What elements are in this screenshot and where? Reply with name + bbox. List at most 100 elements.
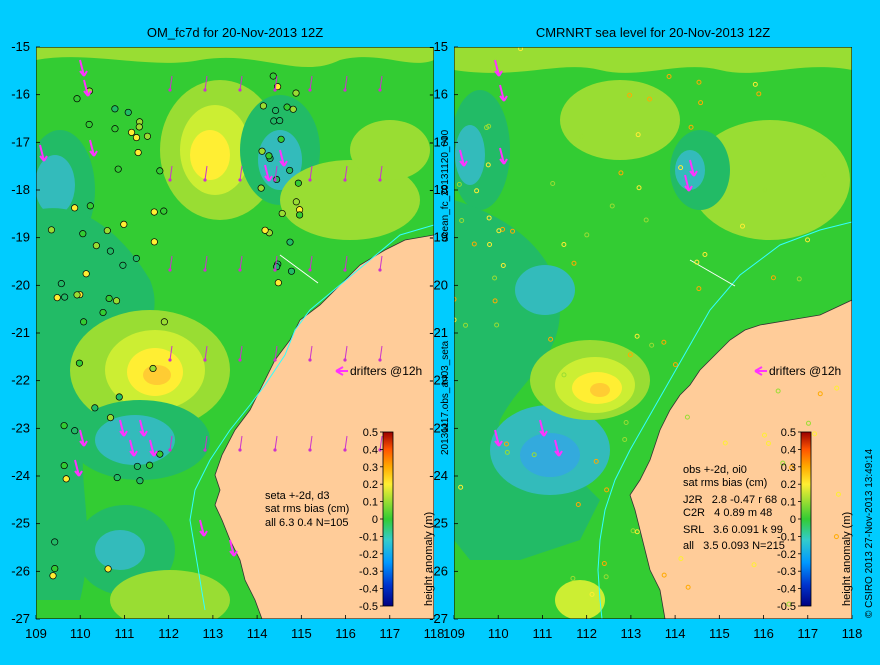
y-tick-label: -15 [11, 39, 30, 54]
drifter-vector [74, 459, 83, 477]
obs-point [789, 465, 795, 471]
colorbar-tick-label: 0.5 [781, 427, 796, 439]
drifter-vector [494, 59, 503, 77]
obs-point [643, 217, 649, 223]
obs-point [486, 215, 492, 221]
right-stats-line: sat rms bias (cm) [683, 477, 767, 489]
current-vector-origin [238, 448, 242, 452]
colorbar-tick-label: -0.3 [777, 566, 796, 578]
obs-point [618, 170, 624, 176]
obs-point [627, 92, 633, 98]
obs-point [53, 294, 61, 302]
obs-point [106, 414, 115, 422]
current-vector [204, 255, 208, 271]
left-cyan-contour [189, 224, 434, 611]
y-tick-label: -17 [11, 134, 30, 149]
y-tick-label: -21 [429, 325, 448, 340]
obs-point [688, 124, 694, 130]
x-tick-label: 115 [709, 626, 730, 641]
current-vector [379, 75, 383, 91]
y-tick-label: -21 [11, 325, 30, 340]
current-vector-origin [378, 358, 382, 362]
colorbar-tick-label: -0.5 [359, 601, 378, 613]
obs-point [694, 259, 700, 265]
right-drifter-vectors [459, 59, 698, 457]
obs-point [485, 162, 491, 168]
current-vector-origin [378, 178, 382, 182]
obs-point [623, 420, 629, 426]
x-tick-label: 109 [25, 626, 47, 641]
obs-point [601, 561, 607, 567]
drifter-vector [539, 419, 548, 437]
x-tick-label: 118 [842, 626, 863, 641]
obs-point [292, 89, 300, 97]
obs-point [75, 359, 83, 367]
drifter-vector [554, 439, 563, 457]
obs-point [751, 562, 757, 568]
current-vector-origin [168, 268, 172, 272]
x-tick-label: 114 [665, 626, 686, 641]
obs-point [550, 180, 556, 186]
obs-point [105, 294, 113, 303]
obs-point [274, 279, 282, 287]
obs-point [270, 117, 278, 125]
colorbar-tick-label: -0.3 [359, 566, 378, 578]
right-drifter-legend: drifters @12h [754, 364, 841, 378]
obs-point [136, 477, 144, 485]
obs-point [696, 286, 702, 292]
obs-point [62, 475, 70, 483]
right-anomaly-contours [454, 47, 852, 619]
colorbar-tick-label: 0.4 [363, 444, 378, 456]
right-stats-line: J2R 2.8 -0.47 r 68 [683, 494, 777, 506]
obs-point [272, 106, 280, 115]
current-vector [379, 345, 383, 361]
obs-point [593, 458, 599, 464]
x-tick-label: 109 [443, 626, 465, 641]
obs-point [160, 207, 168, 215]
y-tick-label: -25 [11, 516, 30, 531]
obs-point [73, 291, 81, 299]
colorbar-tick-label: -0.1 [359, 531, 378, 543]
current-vector [239, 75, 243, 91]
colorbar-tick-label: -0.2 [777, 549, 796, 561]
current-vector [204, 435, 208, 451]
right-drifter-legend-label: drifters @12h [769, 364, 841, 378]
obs-point [661, 572, 667, 578]
current-vector-origin [238, 268, 242, 272]
current-vector-origin [308, 268, 312, 272]
obs-point [678, 165, 684, 171]
obs-point [487, 241, 493, 247]
x-tick-label: 116 [753, 626, 774, 641]
colorbar-tick-label: 0.4 [781, 444, 796, 456]
obs-point [60, 462, 68, 470]
x-tick-label: 111 [533, 626, 553, 641]
obs-point [722, 440, 728, 446]
obs-point [51, 538, 59, 546]
left-axes: 109 110 111 112 113 114 115 116 117 118 -15 -16 -17 -… [11, 39, 444, 641]
colorbar-tick-label: -0.1 [777, 531, 796, 543]
drifter-vector [494, 429, 503, 447]
current-vector-origin [203, 178, 207, 182]
obs-point [294, 179, 302, 187]
obs-point [579, 133, 585, 139]
obs-point [589, 591, 595, 597]
current-vector [309, 255, 313, 271]
obs-point [47, 226, 55, 234]
obs-point [603, 574, 609, 580]
current-vector-origin [308, 448, 312, 452]
obs-point [634, 529, 640, 535]
obs-point [627, 352, 633, 358]
drifter-vector [89, 139, 98, 157]
current-vector [379, 165, 383, 181]
obs-point [82, 270, 90, 278]
obs-point [119, 261, 127, 269]
obs-point [500, 263, 506, 269]
obs-point [289, 105, 297, 113]
y-tick-label: -25 [429, 516, 448, 531]
current-vector-origin [273, 178, 277, 182]
current-vector-origin [168, 88, 172, 92]
y-tick-label: -22 [429, 373, 448, 388]
right-title: CMRNRT sea level for 20-Nov-2013 12Z [536, 25, 770, 40]
obs-point [287, 267, 296, 275]
y-tick-label: -26 [429, 563, 448, 578]
